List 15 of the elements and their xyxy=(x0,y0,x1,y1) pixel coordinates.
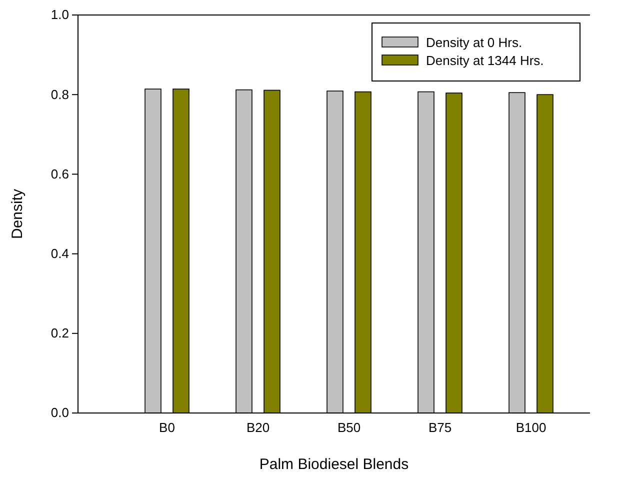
y-tick-label: 0.0 xyxy=(50,405,69,420)
y-tick-label: 0.8 xyxy=(50,86,69,102)
y-tick-label: 1.0 xyxy=(50,7,69,22)
legend-label: Density at 0 Hrs. xyxy=(426,35,522,50)
x-tick-label: B0 xyxy=(159,420,175,436)
y-tick-label: 0.6 xyxy=(50,166,69,182)
x-tick-label: B100 xyxy=(516,420,546,436)
x-tick-label: B50 xyxy=(337,420,361,436)
x-tick-label: B20 xyxy=(246,420,270,436)
x-tick-label: B75 xyxy=(428,420,452,436)
y-tick-label: 0.4 xyxy=(50,246,69,261)
y-axis-title: Density xyxy=(9,188,26,240)
y-tick-label: 0.2 xyxy=(50,326,69,341)
legend-label: Density at 1344 Hrs. xyxy=(426,53,544,68)
x-axis-title: Palm Biodiesel Blends xyxy=(259,456,409,473)
